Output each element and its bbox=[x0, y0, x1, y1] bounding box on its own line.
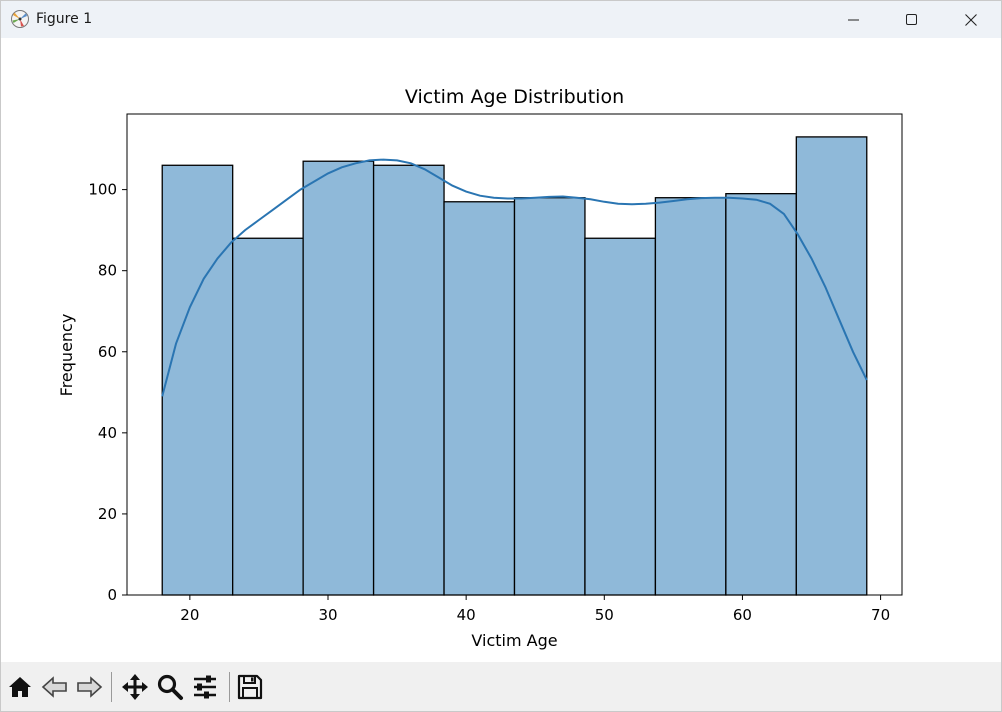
y-tick-label: 100 bbox=[88, 181, 117, 199]
histogram-bar-5 bbox=[443, 201, 516, 596]
toolbar-separator bbox=[229, 672, 230, 702]
toolbar-separator bbox=[111, 672, 112, 702]
histogram-bar-10 bbox=[795, 136, 868, 596]
histogram-chart: 20 30 40 50 60 70 0 20 40 60 80 100 Victim Age Dis… bbox=[57, 86, 903, 650]
close-button[interactable] bbox=[942, 1, 1000, 38]
save-icon bbox=[237, 674, 263, 700]
histogram-bar-8 bbox=[654, 197, 727, 596]
histogram-bar-1 bbox=[161, 164, 234, 596]
title-bar[interactable]: Figure 1 bbox=[1, 1, 1001, 38]
navigation-toolbar bbox=[1, 662, 1001, 711]
pan-icon bbox=[122, 674, 148, 700]
forward-button[interactable] bbox=[73, 671, 105, 703]
minimize-icon bbox=[848, 19, 859, 20]
y-tick-label: 80 bbox=[98, 262, 117, 280]
axes-frame bbox=[126, 113, 903, 596]
histogram-bar-7 bbox=[584, 237, 657, 596]
zoom-icon bbox=[157, 674, 183, 700]
histogram-bar-2 bbox=[232, 237, 304, 596]
x-tick-label: 40 bbox=[457, 606, 476, 624]
chart-title: Victim Age Distribution bbox=[405, 86, 624, 108]
x-tick-label: 20 bbox=[180, 606, 199, 624]
figure-canvas[interactable]: 20 30 40 50 60 70 0 20 40 60 80 100 Victim Age Dis… bbox=[1, 38, 1001, 662]
x-axis-label: Victim Age bbox=[471, 631, 557, 650]
forward-icon bbox=[77, 676, 103, 698]
histogram-bar-9 bbox=[725, 193, 797, 596]
close-icon bbox=[965, 13, 977, 26]
home-button[interactable] bbox=[4, 671, 36, 703]
pan-button[interactable] bbox=[119, 671, 151, 703]
save-button[interactable] bbox=[234, 671, 266, 703]
configure-subplots-icon bbox=[194, 675, 216, 699]
x-tick-label: 70 bbox=[871, 606, 890, 624]
back-icon bbox=[41, 676, 67, 698]
window-title: Figure 1 bbox=[36, 11, 93, 27]
y-tick-label: 40 bbox=[98, 424, 117, 442]
y-tick-label: 20 bbox=[98, 505, 117, 523]
back-button[interactable] bbox=[39, 671, 71, 703]
x-tick-label: 50 bbox=[595, 606, 614, 624]
y-tick-label: 60 bbox=[98, 343, 117, 361]
configure-subplots-button[interactable] bbox=[189, 671, 221, 703]
x-tick-label: 60 bbox=[733, 606, 752, 624]
histogram-bar-4 bbox=[372, 164, 445, 596]
minimize-button[interactable] bbox=[825, 1, 883, 38]
matplotlib-app-icon bbox=[10, 9, 30, 29]
histogram-bar-3 bbox=[302, 160, 375, 596]
zoom-button[interactable] bbox=[154, 671, 186, 703]
maximize-button[interactable] bbox=[883, 1, 941, 38]
y-axis-label: Frequency bbox=[57, 314, 76, 397]
histogram-bar-6 bbox=[513, 197, 586, 596]
home-icon bbox=[9, 677, 31, 697]
x-tick-label: 30 bbox=[318, 606, 337, 624]
kde-curve bbox=[161, 158, 868, 397]
y-tick-label: 0 bbox=[107, 586, 117, 604]
maximize-icon bbox=[906, 13, 917, 25]
